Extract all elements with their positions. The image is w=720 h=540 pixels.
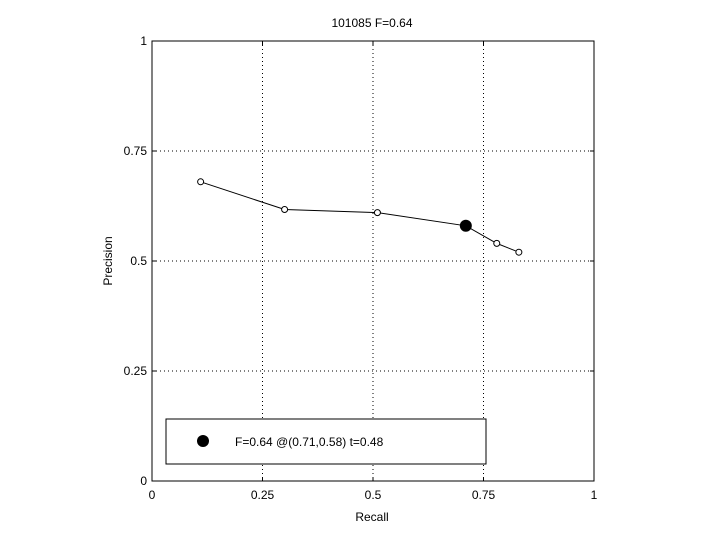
legend-label: F=0.64 @(0.71,0.58) t=0.48 [235,435,384,449]
legend: F=0.64 @(0.71,0.58) t=0.48 [165,418,487,465]
series-group [197,178,523,256]
data-point [281,206,289,214]
x-axis-label: Recall [355,510,388,524]
x-tick-label: 0.5 [365,488,382,502]
data-point [373,209,381,217]
axis-ticks [151,40,595,482]
x-tick-label: 0.25 [251,488,275,502]
y-tick-label: 0.5 [130,254,147,268]
data-point [493,239,501,247]
x-tick-label: 0.75 [472,488,496,502]
legend-box [165,418,487,465]
y-axis-label: Precision [101,236,115,285]
x-tick-label: 0 [149,488,156,502]
legend-marker [197,435,209,447]
chart-title: 101085 F=0.64 [331,16,412,30]
grid-lines [152,41,594,481]
y-tick-label: 0 [140,474,147,488]
y-tick-label: 0.25 [124,364,148,378]
data-point [197,178,205,186]
best-f-point [459,219,472,232]
series-line [200,181,520,253]
data-point [515,248,523,256]
tick-labels: 0 0.25 0.5 0.75 1 0 0.25 0.5 0.75 1 [124,34,598,502]
y-tick-label: 0.75 [124,144,148,158]
x-tick-label: 1 [591,488,598,502]
y-tick-label: 1 [140,34,147,48]
